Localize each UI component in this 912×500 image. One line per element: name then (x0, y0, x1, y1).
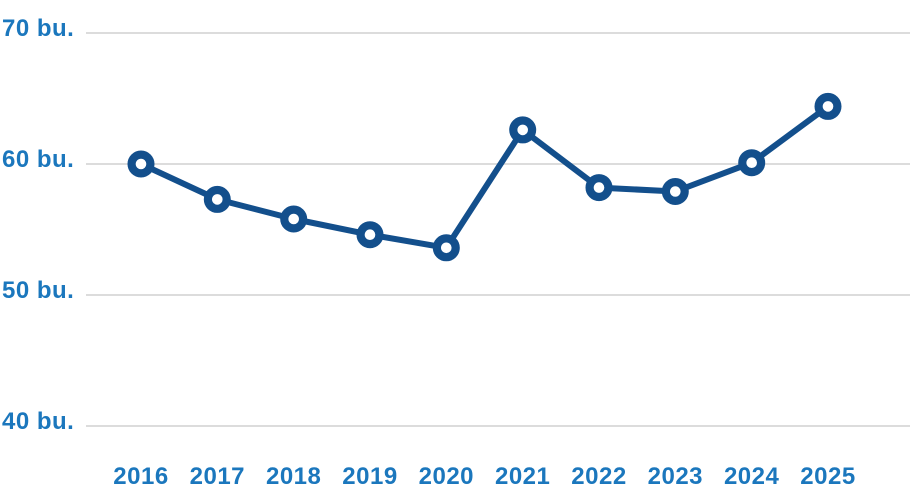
y-axis-tick-label: 70 bu. (2, 15, 74, 42)
data-point-marker-2019 (356, 221, 384, 249)
gridlines (86, 32, 910, 427)
data-point-marker-2017 (203, 185, 231, 213)
x-axis-tick-label: 2017 (190, 463, 245, 490)
x-axis-tick-label: 2019 (342, 463, 397, 490)
x-axis-tick-label: 2023 (648, 463, 703, 490)
data-series-line (138, 103, 831, 251)
x-axis-tick-label: 2020 (419, 463, 474, 490)
series-polyline (138, 103, 831, 251)
x-axis-tick-label: 2018 (266, 463, 321, 490)
y-axis-tick-label: 60 bu. (2, 146, 74, 173)
data-point-marker-2024 (738, 149, 766, 177)
x-axis-tick-label: 2021 (495, 463, 550, 490)
data-point-marker-2025 (814, 92, 842, 120)
y-axis-tick-label: 40 bu. (2, 408, 74, 435)
data-point-marker-2018 (280, 205, 308, 233)
data-point-marker-2021 (509, 116, 537, 144)
data-point-marker-2020 (432, 234, 460, 262)
data-point-marker-2023 (661, 178, 689, 206)
data-series-markers (127, 92, 842, 262)
x-axis-tick-label: 2024 (724, 463, 780, 490)
x-axis-tick-label: 2016 (113, 463, 168, 490)
x-axis-tick-label: 2022 (571, 463, 626, 490)
data-point-marker-2016 (127, 150, 155, 178)
y-axis-labels: 70 bu. 60 bu. 50 bu. 40 bu. (2, 15, 74, 435)
x-axis-labels: 2016 2017 2018 2019 2020 2021 2022 2023 2024 2025 (113, 463, 855, 490)
y-axis-tick-label: 50 bu. (2, 277, 74, 304)
data-point-marker-2022 (585, 174, 613, 202)
x-axis-tick-label: 2025 (800, 463, 855, 490)
